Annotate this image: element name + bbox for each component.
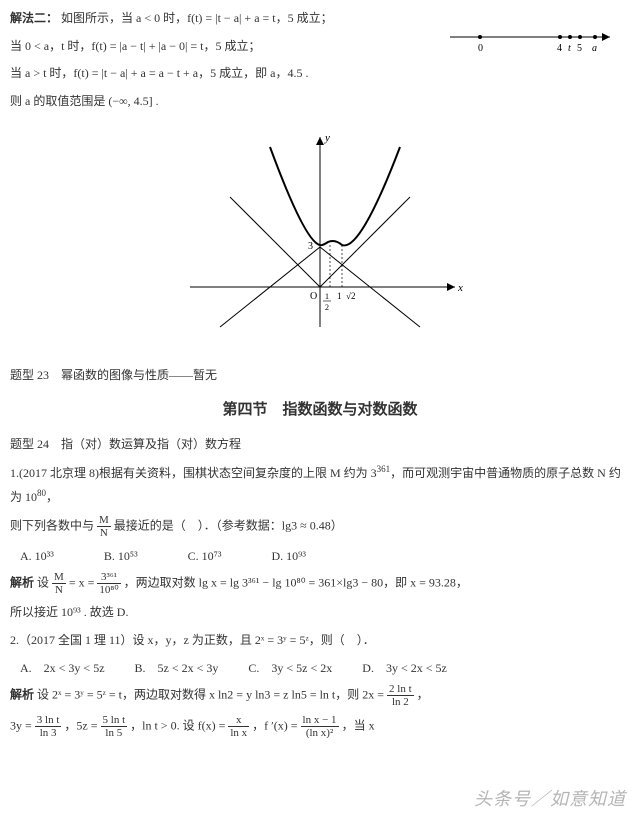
q1-opt-a: A. 10³³ [20, 546, 54, 568]
q2-opt-b: B. 5z < 2x < 3y [135, 658, 219, 680]
nl-5: 5 [577, 43, 582, 54]
topic-23: 题型 23 幂函数的图像与性质——暂无 [10, 365, 630, 387]
nl-4: 4 [557, 43, 562, 54]
q1-opt-c: C. 10⁷³ [188, 546, 222, 568]
q1-stem: 1.(2017 北京理 8)根据有关资料，围棋状态空间复杂度的上限 M 约为 3… [10, 461, 630, 508]
svg-text:x: x [457, 282, 463, 294]
section-4-title: 第四节 指数函数与对数函数 [10, 397, 630, 424]
number-line: 0 4 t 5 a [450, 25, 620, 63]
nl-a: a [592, 43, 597, 54]
solution-label: 解法二： [10, 11, 58, 25]
svg-text:O: O [310, 291, 317, 302]
solution-line-4: 则 a 的取值范围是 (−∞, 4.5] . [10, 91, 630, 113]
svg-text:2: 2 [325, 303, 329, 312]
frac-mn: M N [97, 514, 111, 539]
watermark: 头条号／如意知道 [474, 783, 626, 815]
q1-answer: 解析 设 M N = x = 3³⁶¹ 10⁸⁰ ，两边取对数 lg x = l… [10, 571, 630, 596]
q2-opt-a: A. 2x < 3y < 5z [20, 658, 105, 680]
q2-opt-c: C. 3y < 5z < 2x [248, 658, 332, 680]
q1-opt-d: D. 10⁹³ [271, 546, 305, 568]
q2-options: A. 2x < 3y < 5z B. 5z < 2x < 3y C. 3y < … [20, 658, 630, 680]
q1-answer-2: 所以接近 10⁹³ . 故选 D. [10, 602, 630, 624]
topic-24: 题型 24 指（对）数运算及指（对）数方程 [10, 434, 630, 456]
q2-answer: 解析 设 2ˣ = 3ʸ = 5ᶻ = t，两边取对数得 x ln2 = y l… [10, 683, 630, 708]
svg-text:√2: √2 [346, 291, 355, 301]
q2-stem: 2.（2017 全国 1 理 11）设 x，y，z 为正数，且 2ˣ = 3ʸ … [10, 630, 630, 652]
function-graph: x y O 3 1 √2 1 2 [10, 127, 630, 345]
nl-0: 0 [478, 43, 483, 54]
solution-text-1: 如图所示，当 a < 0 时，f(t) = |t − a| + a = t，5 … [61, 11, 333, 25]
svg-text:y: y [324, 132, 330, 144]
solution-line-3: 当 a > t 时，f(t) = |t − a| + a = a − t + a… [10, 63, 630, 85]
answer-label-1: 解析 [10, 575, 34, 589]
q2-opt-d: D. 3y < 2x < 5z [362, 658, 447, 680]
svg-text:1: 1 [325, 292, 329, 301]
q1-opt-b: B. 10⁵³ [104, 546, 138, 568]
svg-text:3: 3 [308, 241, 313, 252]
svg-text:1: 1 [337, 291, 342, 301]
q1-line2: 则下列各数中与 M N 最接近的是（ ）．（参考数据：lg3 ≈ 0.48） [10, 514, 630, 539]
q1-options: A. 10³³ B. 10⁵³ C. 10⁷³ D. 10⁹³ [20, 546, 630, 568]
answer-label-2: 解析 [10, 687, 34, 701]
nl-t: t [568, 43, 571, 54]
q2-answer-line3: 3y = 3 ln t ln 3 ，5z = 5 ln t ln 5 ，ln t… [10, 714, 630, 739]
